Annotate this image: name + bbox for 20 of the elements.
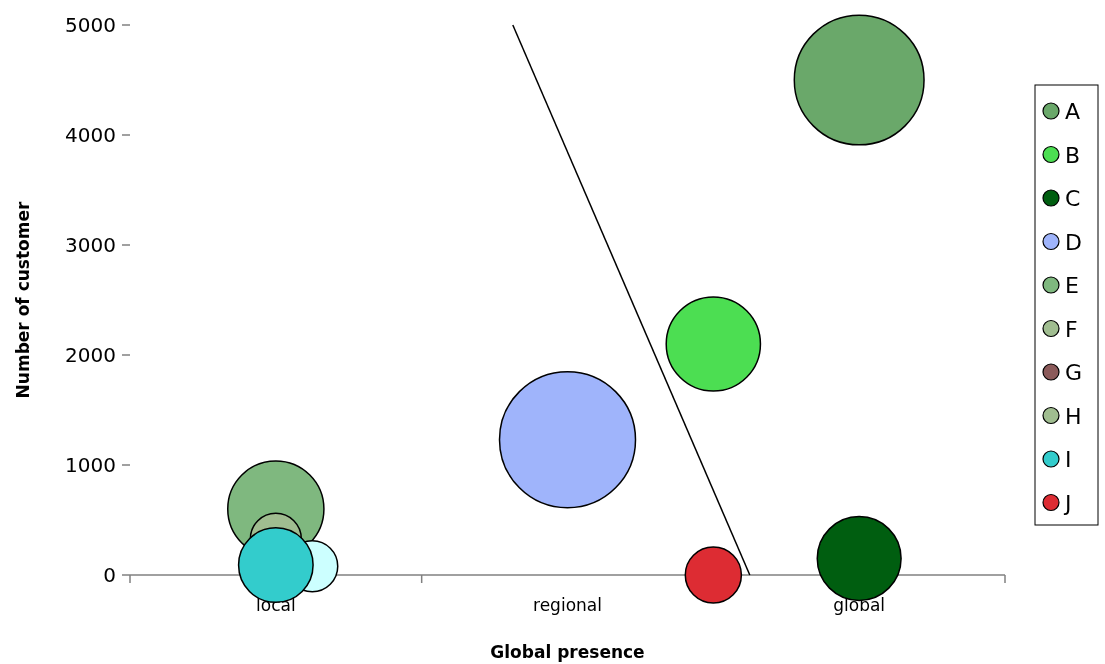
legend-label: A — [1065, 99, 1081, 124]
y-tick-label: 1000 — [65, 453, 116, 477]
legend-label: D — [1065, 229, 1082, 255]
legend-label: F — [1065, 316, 1078, 342]
legend-label: C — [1065, 186, 1081, 211]
y-tick-label: 3000 — [65, 233, 116, 257]
legend-label: B — [1065, 142, 1081, 168]
legend-label: G — [1065, 360, 1083, 385]
y-tick-label: 0 — [103, 563, 116, 587]
y-tick-label: 2000 — [65, 343, 116, 367]
legend-label: H — [1065, 403, 1082, 429]
legend-label: I — [1065, 447, 1072, 472]
x-axis-title: Global presence — [490, 642, 645, 662]
y-axis-title: Number of customer — [13, 201, 33, 399]
legend-label: E — [1065, 273, 1079, 298]
y-tick-label: 4000 — [65, 123, 116, 147]
legend-label: J — [1063, 490, 1072, 516]
x-tick-label: global — [833, 595, 886, 615]
x-tick-label: regional — [533, 595, 602, 615]
y-tick-label: 5000 — [65, 13, 116, 37]
